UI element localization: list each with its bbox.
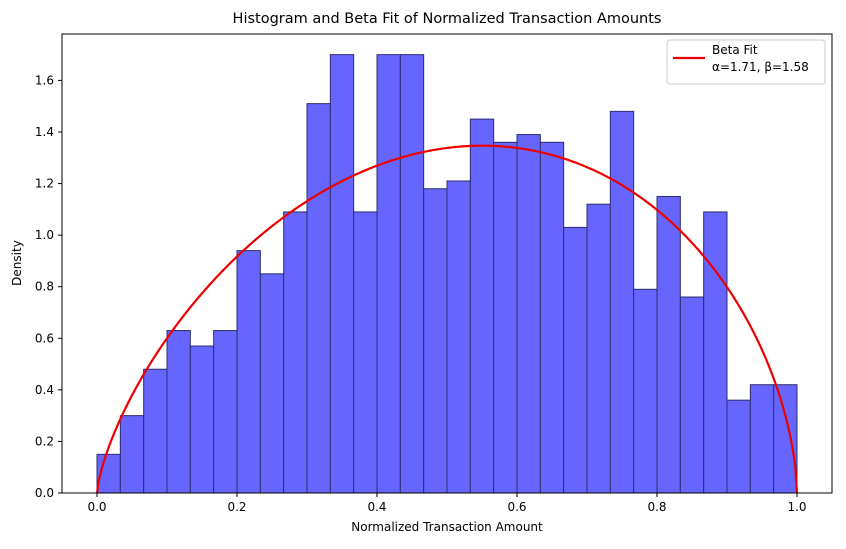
histogram-bar	[633, 288, 658, 494]
y-tick-label: 0.8	[35, 280, 54, 294]
histogram-bar	[329, 54, 355, 494]
histogram-bar	[306, 103, 331, 494]
x-tick-label: 0.4	[367, 500, 386, 514]
x-tick-label: 0.6	[507, 500, 526, 514]
x-axis-ticks: 0.0 0.2 0.4 0.6 0.8 1.0	[87, 493, 807, 514]
histogram-bar	[283, 211, 308, 494]
chart-title: Histogram and Beta Fit of Normalized Tra…	[233, 11, 662, 27]
histogram-bar	[773, 384, 798, 494]
histogram-bars	[96, 54, 798, 494]
y-tick-label: 0.0	[35, 486, 54, 500]
histogram-bar	[399, 54, 425, 494]
histogram-bar	[236, 250, 261, 494]
histogram-bar	[166, 330, 191, 494]
y-tick-label: 0.6	[35, 331, 54, 345]
histogram-bar	[213, 330, 238, 494]
y-tick-label: 1.4	[35, 125, 54, 139]
y-tick-label: 1.6	[35, 73, 54, 87]
histogram-bar	[423, 188, 448, 494]
histogram-bar	[493, 141, 518, 494]
x-tick-label: 0.8	[647, 500, 666, 514]
legend-label: Beta Fit	[712, 43, 758, 57]
histogram-bar	[726, 399, 751, 494]
plot-frame	[61, 33, 833, 494]
histogram-bar	[586, 203, 611, 494]
histogram-bar	[259, 273, 285, 494]
histogram-bar	[749, 384, 775, 494]
histogram-bar	[679, 296, 705, 494]
histogram-bar	[376, 54, 401, 494]
histogram-bar	[143, 368, 168, 494]
histogram-bar	[469, 118, 495, 494]
x-tick-label: 0.0	[87, 500, 106, 514]
x-tick-label: 1.0	[787, 500, 806, 514]
histogram-bar	[539, 141, 565, 494]
y-tick-label: 1.2	[35, 177, 54, 191]
beta-fit-curve	[95, 144, 799, 494]
histogram-bar	[563, 226, 588, 494]
histogram-bar	[446, 180, 471, 494]
x-axis-label: Normalized Transaction Amount	[351, 520, 543, 534]
histogram-bar	[353, 211, 378, 494]
legend: Beta Fit α=1.71, β=1.58	[666, 39, 826, 85]
histogram-bar	[516, 134, 541, 494]
y-tick-label: 0.2	[35, 434, 54, 448]
legend-params: α=1.71, β=1.58	[712, 60, 809, 74]
histogram-bar	[609, 110, 635, 494]
y-tick-label: 1.0	[35, 228, 54, 242]
y-tick-label: 0.4	[35, 383, 54, 397]
y-axis-ticks: 0.0 0.2 0.4 0.6 0.8 1.0 1.2 1.4 1.6	[35, 73, 62, 500]
y-axis-label: Density	[10, 240, 24, 286]
histogram-bar	[189, 345, 215, 494]
legend-box	[666, 39, 826, 85]
x-tick-label: 0.2	[227, 500, 246, 514]
histogram-bar	[656, 195, 681, 494]
histogram-bar	[119, 415, 145, 494]
histogram-bar	[703, 211, 728, 494]
